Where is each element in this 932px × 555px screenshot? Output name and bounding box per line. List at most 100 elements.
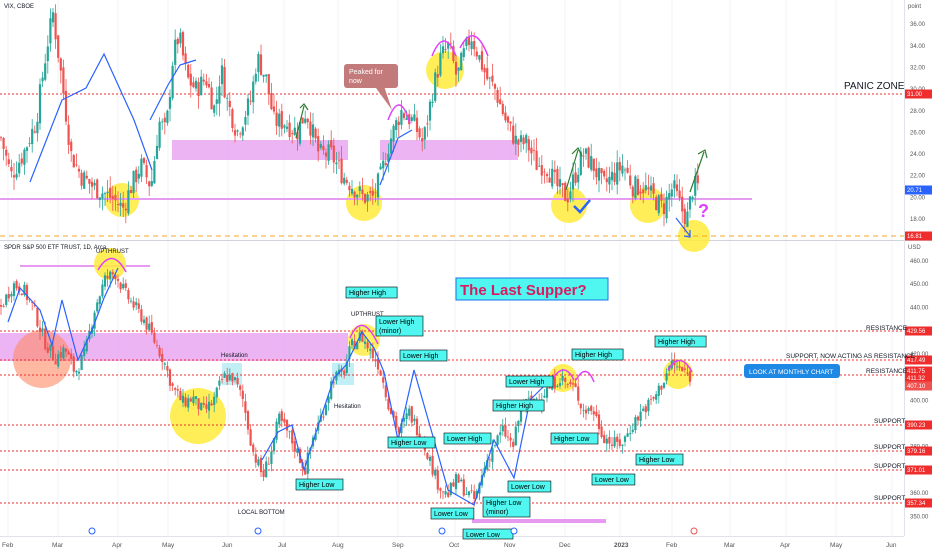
monthly-chart-bg [744, 364, 840, 378]
label-lower-high-minor[interactable]: Lower High [379, 319, 415, 326]
candle-body [366, 194, 369, 202]
label-lower-high-1[interactable]: Lower High [403, 353, 439, 360]
candle-body [488, 459, 491, 461]
vix-callout[interactable]: Peaked for now [344, 64, 398, 110]
vix-zone-1[interactable] [172, 140, 348, 160]
candle-body [330, 381, 333, 399]
candle-body [20, 293, 23, 296]
label-higher-low-1[interactable]: Higher Low [391, 440, 427, 447]
candle-body [148, 323, 151, 330]
candle-body [488, 77, 491, 79]
y-tick-label: 36.00 [910, 22, 926, 28]
spy-highlight-2[interactable] [13, 330, 71, 388]
candle-body [509, 437, 512, 441]
label-higher-low-2[interactable]: Higher Low [554, 436, 590, 443]
label-higher-high-1[interactable]: Higher High [349, 290, 386, 297]
vix-arc-2[interactable] [459, 35, 489, 57]
title-box[interactable]: The Last Supper? [455, 277, 609, 301]
spy-highlight-1[interactable] [94, 248, 126, 280]
vix-arrow-up-2[interactable] [565, 146, 583, 191]
label-lower-high-1-box [399, 349, 448, 362]
y-tick-label: 24.00 [910, 152, 926, 158]
label-lower-high-minor[interactable]: (minor) [379, 328, 401, 335]
label-lower-low-2[interactable]: Lower Low [595, 477, 630, 484]
candle-body [7, 293, 10, 299]
vix-arrow-up-3[interactable] [689, 149, 708, 193]
label-lower-low-bottom[interactable]: Lower Low [466, 532, 501, 539]
price-badge [905, 231, 932, 241]
candle-body [80, 355, 83, 371]
event-marker[interactable] [510, 527, 518, 535]
label-higher-low-minor[interactable]: (minor) [486, 509, 508, 516]
price-badge [905, 366, 932, 376]
label-lower-high-2[interactable]: Lower High [509, 379, 545, 386]
candle-body [657, 195, 660, 214]
spy-arc-3[interactable] [551, 369, 575, 381]
vix-price-axis[interactable]: 18.0020.0022.0024.0026.0028.0030.0032.00… [910, 22, 926, 223]
vix-arrow-up-1[interactable] [295, 103, 309, 139]
candle-body [57, 35, 60, 58]
label-lower-low-3[interactable]: Lower Low [434, 511, 469, 518]
label-lower-low-1[interactable]: Lower Low [511, 484, 546, 491]
candle-body [171, 383, 174, 386]
spy-arc-1[interactable] [97, 257, 127, 273]
candle-body [465, 494, 468, 495]
label-higher-low-3[interactable]: Higher Low [639, 457, 675, 464]
candle-body [376, 358, 380, 370]
vix-arc-1[interactable] [431, 40, 457, 57]
candle-body [545, 174, 549, 177]
vix-highlight-5[interactable] [630, 187, 666, 223]
candle-body [49, 344, 52, 351]
candle-body [96, 179, 99, 199]
event-marker[interactable] [438, 527, 446, 535]
candle-body [501, 425, 504, 432]
event-marker[interactable] [254, 527, 262, 535]
arrows [295, 103, 708, 238]
candle-body [369, 348, 372, 351]
vix-arc-3[interactable] [387, 104, 411, 125]
candle-body [350, 339, 354, 346]
candle-body [304, 118, 307, 123]
spy-arc-5[interactable] [667, 359, 693, 373]
spy-arc-2[interactable] [349, 324, 379, 345]
label-lower-high-3[interactable]: Lower High [447, 436, 483, 443]
vix-arrow-down[interactable] [675, 217, 691, 238]
event-marker[interactable] [690, 527, 698, 535]
vix-zone-2[interactable] [380, 140, 518, 160]
candle-body [205, 81, 208, 86]
candle-body [124, 208, 127, 211]
spy-trend-line-2[interactable] [261, 330, 547, 506]
vix-trend-line-1[interactable] [29, 52, 153, 183]
candle-body [449, 43, 452, 45]
vix-highlight-4[interactable] [551, 187, 587, 223]
spy-arc-4[interactable] [575, 370, 595, 383]
label-higher-high-2[interactable]: Higher High [575, 352, 612, 359]
candle-body [574, 172, 577, 183]
candle-body [462, 48, 465, 58]
candle-body [493, 84, 497, 89]
candle-body [236, 130, 239, 132]
candle-body [249, 429, 252, 446]
label-higher-high-3[interactable]: Higher High [658, 339, 695, 346]
candle-body [270, 451, 273, 464]
wave-labels: Higher High Lower High (minor) Lower High Hi… [295, 286, 707, 540]
candle-body [426, 123, 429, 125]
candle-body [129, 189, 133, 194]
time-axis[interactable]: Feb Mar Apr May Jun Jul Aug Sep Oct Nov Dec 2023 Feb… [2, 542, 897, 549]
candle-body [49, 18, 52, 44]
label-higher-low-4[interactable]: Higher Low [299, 482, 335, 489]
monthly-chart-box[interactable]: LOOK AT MONTHLY CHART [744, 364, 840, 378]
candle-body [439, 488, 442, 491]
candle-body [59, 58, 62, 71]
vix-trend-line-3[interactable] [379, 129, 413, 186]
event-marker[interactable] [88, 527, 96, 535]
candle-body [556, 385, 559, 387]
candle-body [324, 404, 328, 416]
vix-checkmark[interactable] [573, 199, 591, 214]
vix-trend-line-2[interactable] [149, 59, 197, 121]
label-higher-low-minor[interactable]: Higher Low [486, 500, 522, 507]
candle-body [608, 176, 611, 185]
spy-trend-line-1[interactable] [7, 267, 119, 362]
label-higher-high-4[interactable]: Higher High [496, 403, 533, 410]
